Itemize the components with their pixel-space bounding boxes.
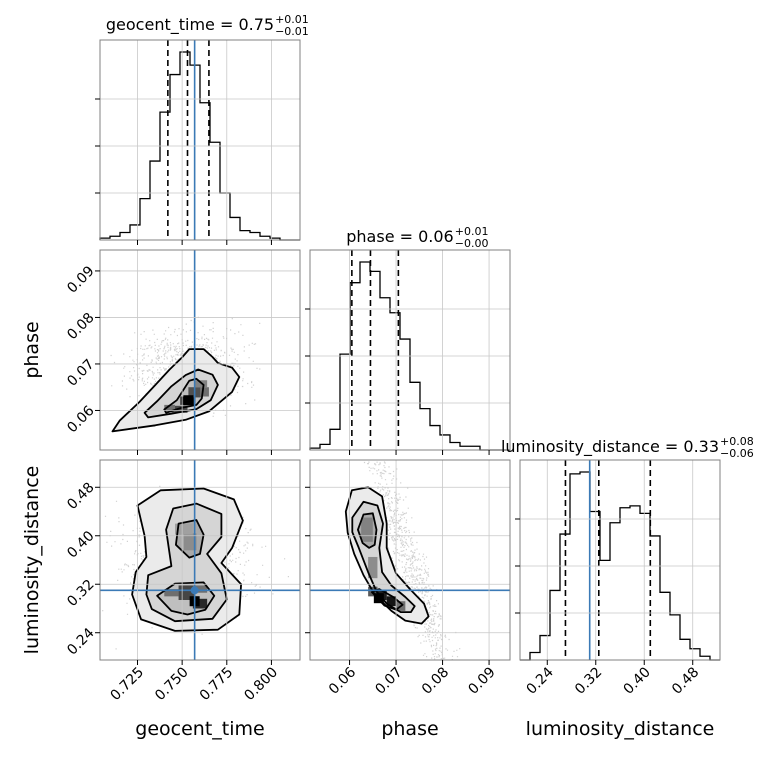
y-tick-label: 0.48 — [64, 480, 97, 513]
histogram-panel-geocent_time — [99, 40, 300, 241]
density-cell — [386, 596, 397, 607]
y-axis-label-phase: phase — [21, 321, 43, 378]
x-tick-label: 0.800 — [241, 664, 281, 704]
density-mode — [183, 395, 194, 406]
density-cell — [175, 523, 193, 535]
y-tick-label: 0.40 — [64, 528, 97, 561]
y-tick-label: 0.07 — [64, 356, 97, 389]
x-axis-label-geocent_time: geocent_time — [135, 718, 264, 740]
title-upper-error: +0.01 — [455, 225, 489, 238]
density-cell — [164, 589, 179, 597]
x-axis-label-luminosity_distance: luminosity_distance — [526, 718, 715, 740]
y-tick-label: 0.32 — [64, 577, 97, 610]
scatter-panel-geocent_time-phase — [110, 250, 261, 450]
x-tick-label: 0.07 — [372, 664, 405, 697]
y-tick-label: 0.24 — [64, 625, 97, 658]
x-tick-label: 0.06 — [326, 664, 359, 697]
contour-line — [143, 368, 219, 419]
contour-line — [156, 581, 216, 616]
scatter-panel-geocent_time-luminosity_distance — [100, 460, 300, 660]
x-tick-label: 0.24 — [524, 664, 557, 697]
contour-line — [351, 500, 416, 613]
x-axis-label-phase: phase — [381, 718, 438, 740]
y-axis-label-luminosity_distance: luminosity_distance — [21, 466, 43, 655]
x-tick-label: 0.750 — [152, 664, 192, 704]
density-cell — [192, 585, 208, 593]
histogram-step — [520, 471, 720, 661]
title-lower-error: −0.00 — [455, 237, 489, 250]
x-tick-label: 0.725 — [107, 664, 147, 704]
contour-line — [357, 512, 378, 549]
axes-frame — [309, 459, 511, 661]
histogram-panel-phase — [309, 250, 510, 451]
contour-line — [175, 519, 205, 559]
y-tick-label: 0.06 — [64, 403, 97, 436]
y-tick-label: 0.09 — [64, 263, 97, 296]
panel-title-luminosity_distance: luminosity_distance = 0.33 — [501, 437, 719, 457]
panel-title-geocent_time: geocent_time = 0.75 — [106, 15, 274, 35]
axes-frame — [519, 459, 721, 661]
x-tick-label: 0.32 — [572, 664, 605, 697]
scatter-panel-phase-luminosity_distance — [310, 461, 510, 661]
contour-line — [371, 588, 404, 611]
x-tick-label: 0.775 — [197, 664, 237, 704]
title-upper-error: +0.08 — [720, 435, 754, 448]
contour-line — [163, 377, 205, 414]
truth-point — [190, 586, 199, 595]
contour-line — [111, 348, 241, 433]
contour-line — [344, 486, 430, 625]
axes-frame — [99, 249, 301, 451]
density-cell — [200, 387, 209, 397]
density-cell — [164, 404, 175, 412]
axes-frame — [99, 39, 301, 241]
contour-line — [131, 487, 244, 632]
axes-frame — [309, 249, 511, 451]
contour-line — [145, 502, 228, 623]
x-tick-label: 0.40 — [621, 664, 654, 697]
title-lower-error: −0.06 — [720, 447, 754, 460]
x-tick-label: 0.09 — [465, 664, 498, 697]
x-tick-label: 0.08 — [419, 664, 452, 697]
density-cell — [183, 533, 197, 551]
panel-title-phase: phase = 0.06 — [346, 227, 453, 246]
title-upper-error: +0.01 — [275, 13, 309, 26]
density-cell — [192, 598, 208, 609]
title-lower-error: −0.01 — [275, 25, 309, 38]
y-tick-label: 0.08 — [64, 310, 97, 343]
corner-panels — [95, 39, 721, 665]
histogram-step — [309, 261, 510, 451]
density-cell — [361, 517, 373, 542]
axes-frame — [99, 459, 301, 661]
histogram-panel-luminosity_distance — [520, 460, 720, 661]
x-tick-label: 0.48 — [669, 664, 702, 697]
density-cell — [368, 556, 378, 579]
